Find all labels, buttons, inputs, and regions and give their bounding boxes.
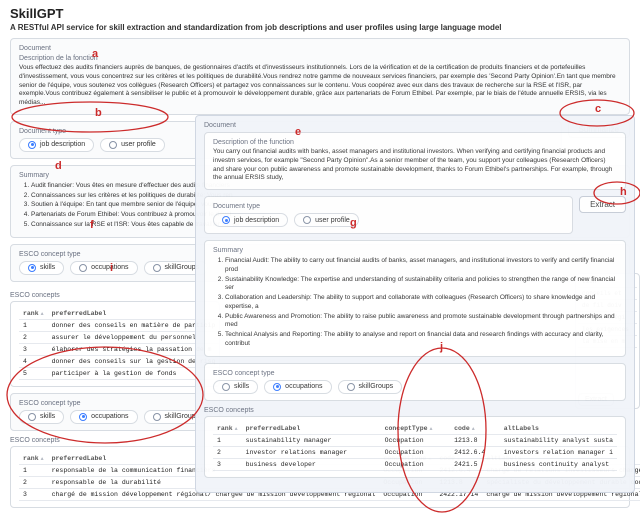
- desc-body: Vous effectuez des audits financiers aup…: [19, 64, 621, 108]
- ov-desc-body: You carry out financial audits with bank…: [213, 148, 617, 183]
- ov-summary: Summary Financial Audit: The ability to …: [204, 240, 626, 357]
- panel-label: Document: [19, 45, 621, 52]
- cell: donner des conseils sur la gestion de ri…: [48, 355, 220, 367]
- table-row: 3élaborer des stratégies la passation de…: [19, 343, 219, 355]
- table-row: 1donner des conseils en matière de parti…: [19, 319, 219, 331]
- ov-escotype-label: ESCO concept type: [213, 370, 617, 377]
- col: altLabels: [504, 425, 539, 432]
- summary-item: Financial Audit: The ability to carry ou…: [225, 257, 617, 275]
- radio-label: job description: [40, 141, 85, 148]
- table-row: 3business developerOccupation2421.5busin…: [213, 458, 617, 470]
- overlay-panel: Document Description of the function You…: [195, 115, 635, 493]
- table-row: 4donner des conseils sur la gestion de r…: [19, 355, 219, 367]
- table-row: 5participer à la gestion de fonds: [19, 367, 219, 379]
- cell: Occupation: [381, 458, 451, 470]
- ov-desc-panel: Description of the function You carry ou…: [204, 132, 626, 190]
- radio-label: skills: [40, 264, 55, 271]
- page-subtitle: A RESTful API service for skill extracti…: [10, 23, 630, 32]
- extract-button[interactable]: Extract: [579, 196, 626, 213]
- ov-radio-skills[interactable]: skills: [213, 380, 258, 394]
- summary-item: Sustainability Knowledge: The expertise …: [225, 276, 617, 294]
- cell: 3: [19, 488, 48, 500]
- radio-occupations-2[interactable]: occupations: [70, 410, 137, 424]
- concepts-top-table: rank▲ preferredLabel 1donner des conseil…: [19, 308, 219, 380]
- col-rank: rank: [23, 455, 39, 462]
- cell: 5: [19, 367, 48, 379]
- cell: 2: [213, 446, 242, 458]
- ov-doc-label: Document: [204, 122, 626, 129]
- ov-radio-user[interactable]: user profile: [294, 213, 359, 227]
- ov-radio-job[interactable]: job description: [213, 213, 288, 227]
- cell: sustainability analyst susta: [500, 434, 617, 446]
- cell: assurer le développement du personnel: [48, 331, 220, 343]
- cell: 2: [19, 331, 48, 343]
- ov-concepts-panel: rank▲ preferredLabel conceptType▲ code▲ …: [204, 416, 626, 478]
- cell: élaborer des stratégies la passation de …: [48, 343, 220, 355]
- cell: business continuity analyst: [500, 458, 617, 470]
- cell: 2412.6.4: [450, 446, 500, 458]
- ov-radio-sg[interactable]: skillGroups: [338, 380, 403, 394]
- cell: participer à la gestion de fonds: [48, 367, 220, 379]
- ov-concepts-label: ESCO concepts: [204, 407, 626, 414]
- col-rank: rank: [23, 310, 39, 317]
- cell: 1213.8: [450, 434, 500, 446]
- concepts-top-panel: rank▲ preferredLabel 1donner des conseil…: [10, 301, 220, 387]
- cell: donner des conseils en matière de partic…: [48, 319, 220, 331]
- col: conceptType: [385, 425, 428, 432]
- ov-summary-label: Summary: [213, 247, 617, 254]
- radio-label: user profile: [315, 217, 350, 224]
- page-title: SkillGPT: [10, 6, 630, 21]
- radio-label: skills: [40, 413, 55, 420]
- radio-label: occupations: [285, 383, 322, 390]
- cell: 4: [19, 355, 48, 367]
- esco-type-label-2: ESCO concept type: [19, 400, 211, 407]
- col: code: [454, 425, 470, 432]
- document-panel: Document Description de la fonction Vous…: [10, 38, 630, 115]
- radio-label: user profile: [121, 141, 156, 148]
- radio-label: skillGroups: [165, 264, 200, 271]
- summary-item: Technical Analysis and Reporting: The ab…: [225, 331, 617, 349]
- col-label: preferredLabel: [52, 455, 107, 462]
- radio-occupations[interactable]: occupations: [70, 261, 137, 275]
- radio-label: skills: [234, 383, 249, 390]
- ov-radio-occ[interactable]: occupations: [264, 380, 331, 394]
- col-label: preferredLabel: [52, 310, 107, 317]
- radio-skills[interactable]: skills: [19, 261, 64, 275]
- cell: 1: [19, 464, 48, 476]
- ov-desc-label: Description of the function: [213, 139, 617, 146]
- radio-label: job description: [234, 217, 279, 224]
- radio-job-description[interactable]: job description: [19, 138, 94, 152]
- cell: 2421.5: [450, 458, 500, 470]
- radio-skills-2[interactable]: skills: [19, 410, 64, 424]
- ov-doctype-label: Document type: [213, 203, 564, 210]
- ov-concepts-table: rank▲ preferredLabel conceptType▲ code▲ …: [213, 423, 617, 471]
- cell: 1: [213, 434, 242, 446]
- cell: investor relations manager: [242, 446, 381, 458]
- ov-escotype: ESCO concept type skills occupations ski…: [204, 363, 626, 401]
- radio-label: skillGroups: [359, 383, 394, 390]
- radio-label: occupations: [91, 264, 128, 271]
- cell: business developer: [242, 458, 381, 470]
- table-row: 2investor relations managerOccupation241…: [213, 446, 617, 458]
- cell: 2: [19, 476, 48, 488]
- summary-item: Public Awareness and Promotion: The abil…: [225, 313, 617, 331]
- table-row: 1sustainability managerOccupation1213.8s…: [213, 434, 617, 446]
- cell: 3: [213, 458, 242, 470]
- desc-label: Description de la fonction: [19, 55, 621, 62]
- ov-doctype: Document type job description user profi…: [204, 196, 573, 234]
- radio-user-profile[interactable]: user profile: [100, 138, 165, 152]
- col: preferredLabel: [246, 425, 301, 432]
- esco-type-panel-2: ESCO concept type skills occupations ski…: [10, 393, 220, 431]
- cell: investors relation manager i: [500, 446, 617, 458]
- radio-label: occupations: [91, 413, 128, 420]
- cell: sustainability manager: [242, 434, 381, 446]
- cell: 3: [19, 343, 48, 355]
- col: rank: [217, 425, 233, 432]
- cell: Occupation: [381, 446, 451, 458]
- cell: Occupation: [381, 434, 451, 446]
- summary-item: Collaboration and Leadership: The abilit…: [225, 294, 617, 312]
- cell: 1: [19, 319, 48, 331]
- table-row: 2assurer le développement du personnel: [19, 331, 219, 343]
- radio-label: skillGroups: [165, 413, 200, 420]
